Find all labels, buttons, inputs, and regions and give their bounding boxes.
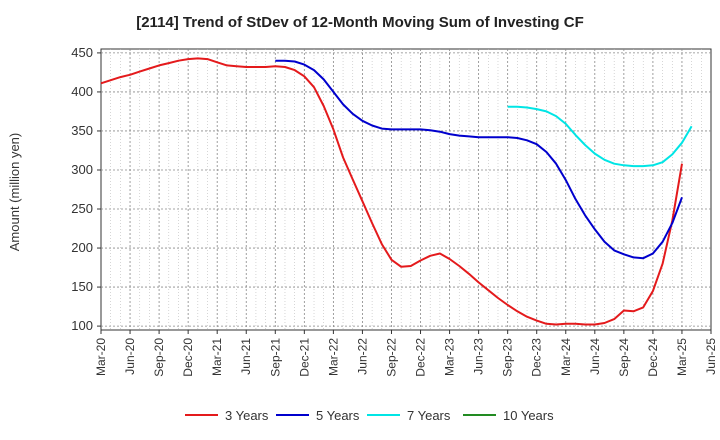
y-tick-label: 300 (71, 162, 93, 177)
y-axis-label: Amount (million yen) (7, 133, 22, 252)
legend-label-10-years: 10 Years (503, 408, 554, 423)
x-tick-label: Sep-21 (268, 338, 282, 377)
x-tick-label: Dec-20 (181, 338, 195, 377)
grid-lines (101, 49, 711, 330)
x-tick-label: Jun-20 (123, 338, 137, 375)
x-tick-label: Dec-22 (414, 338, 428, 377)
x-tick-label: Sep-20 (152, 338, 166, 377)
x-tick-label: Mar-20 (94, 338, 108, 376)
chart-title: [2114] Trend of StDev of 12-Month Moving… (136, 14, 584, 31)
x-axis-ticks: Mar-20 Jun-20 Sep-20 Dec-20 Mar-21 Jun-21 Sep-… (94, 330, 718, 377)
y-tick-label: 100 (71, 318, 93, 333)
x-tick-label: Mar-25 (675, 338, 689, 376)
x-tick-label: Sep-22 (384, 338, 398, 377)
x-tick-label: Sep-24 (617, 338, 631, 377)
series-line-3-years (100, 57, 683, 326)
series-layer (100, 57, 693, 326)
plot-border (100, 48, 712, 331)
x-tick-label: Dec-23 (530, 338, 544, 377)
legend-label-5-years: 5 Years (316, 408, 360, 423)
legend: 3 Years 5 Years 7 Years 10 Years (185, 408, 554, 423)
legend-label-3-years: 3 Years (225, 408, 269, 423)
legend-label-7-years: 7 Years (407, 408, 451, 423)
x-tick-label: Jun-22 (355, 338, 369, 375)
y-tick-label: 350 (71, 123, 93, 138)
x-tick-label: Dec-24 (646, 338, 660, 377)
series-line-7-years (507, 105, 693, 168)
y-tick-label: 150 (71, 279, 93, 294)
x-tick-label: Mar-22 (326, 338, 340, 376)
x-tick-label: Dec-21 (297, 338, 311, 377)
x-tick-label: Jun-24 (588, 338, 602, 375)
x-tick-label: Sep-23 (501, 338, 515, 377)
y-tick-label: 400 (71, 84, 93, 99)
series-line-5-years (275, 59, 683, 260)
y-tick-label: 250 (71, 201, 93, 216)
y-tick-label: 450 (71, 45, 93, 60)
y-tick-label: 200 (71, 240, 93, 255)
plot-area (100, 48, 712, 331)
x-tick-label: Mar-21 (210, 338, 224, 376)
x-tick-label: Jun-23 (472, 338, 486, 375)
x-tick-label: Mar-23 (443, 338, 457, 376)
x-tick-label: Jun-25 (704, 338, 718, 375)
x-tick-label: Jun-21 (239, 338, 253, 375)
x-tick-label: Mar-24 (559, 338, 573, 376)
y-axis-ticks: 100 150 200 250 300 350 400 450 (71, 45, 101, 333)
